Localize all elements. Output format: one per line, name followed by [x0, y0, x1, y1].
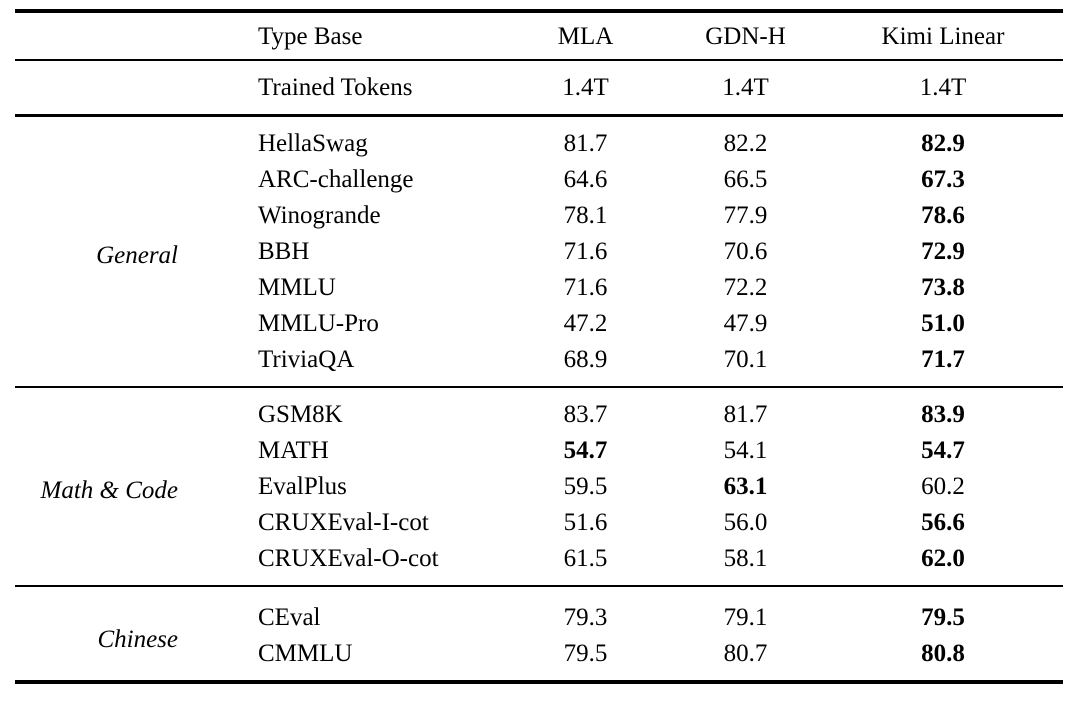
column-header-mla: MLA: [557, 22, 614, 50]
metric-value: 63.1: [723, 472, 768, 500]
table-row: General HellaSwag 81.7 82.2 82.9: [15, 116, 1063, 268]
metric-value: 54.1: [723, 436, 768, 464]
benchmark-name: MMLU-Pro: [258, 309, 379, 337]
table-row: BBH 71.6 70.6 72.9: [15, 233, 1063, 269]
table-row: MATH 54.7 54.1 54.7: [15, 432, 1063, 468]
metric-value: 80.7: [723, 639, 768, 667]
metric-value: 82.9: [921, 129, 965, 157]
section-math-and-code: Math & Code GSM8K 83.7 81.7 83.9 MATH 54…: [15, 387, 1063, 586]
benchmark-table: Type Base MLA GDN-H Kimi Linear Trained …: [15, 9, 1063, 684]
metric-value: 1.4T: [722, 74, 769, 101]
header-row: Type Base MLA GDN-H Kimi Linear: [15, 11, 1063, 60]
metric-value: 78.6: [921, 201, 965, 229]
metric-value: 78.1: [563, 201, 608, 229]
metric-value: 47.2: [563, 309, 608, 337]
category-label-math-code: Math & Code: [40, 477, 179, 504]
benchmark-name: TriviaQA: [258, 345, 355, 373]
benchmark-name: BBH: [258, 237, 310, 265]
metric-value: 83.7: [563, 400, 608, 428]
metric-value: 70.1: [723, 345, 768, 373]
category-label-general: General: [96, 242, 178, 269]
metric-value: 81.7: [723, 400, 768, 428]
metric-value: 79.1: [723, 603, 768, 631]
section-general: General HellaSwag 81.7 82.2 82.9 ARC-cha…: [15, 116, 1063, 387]
table-row: MMLU-Pro 47.2 47.9 51.0: [15, 305, 1063, 341]
metric-value: 68.9: [563, 345, 608, 373]
table-row: MMLU 71.6 72.2 73.8: [15, 269, 1063, 305]
table-row: CMMLU 79.5 80.7 80.8: [15, 635, 1063, 682]
metric-value: 56.6: [921, 508, 965, 536]
benchmark-name: ARC-challenge: [258, 165, 414, 193]
metric-value: 80.8: [921, 639, 965, 667]
metric-value: 61.5: [563, 544, 608, 572]
metric-value: 54.7: [563, 436, 608, 464]
metric-value: 47.9: [723, 309, 768, 337]
metric-value: 72.9: [921, 237, 965, 265]
column-header-kimi-linear: Kimi Linear: [881, 22, 1005, 50]
metric-value: 1.4T: [919, 74, 967, 101]
table-row: EvalPlus 59.5 63.1 60.2: [15, 468, 1063, 504]
table-row: ARC-challenge 64.6 66.5 67.3: [15, 161, 1063, 197]
metric-value: 81.7: [563, 129, 608, 157]
benchmark-name: CRUXEval-I-cot: [258, 508, 429, 536]
table-row: TriviaQA 68.9 70.1 71.7: [15, 341, 1063, 387]
benchmark-name: Winogrande: [258, 201, 381, 229]
metric-value: 73.8: [921, 273, 965, 301]
metric-value: 83.9: [921, 400, 965, 428]
metric-value: 66.5: [723, 165, 768, 193]
metric-value: 56.0: [723, 508, 768, 536]
metric-value: 51.0: [921, 309, 965, 337]
metric-value: 67.3: [921, 165, 965, 193]
metric-value: 58.1: [723, 544, 768, 572]
metric-value: 79.5: [921, 603, 965, 631]
table-row: Math & Code GSM8K 83.7 81.7 83.9: [15, 387, 1063, 504]
metric-value: 62.0: [921, 544, 965, 572]
table-row: CRUXEval-O-cot 61.5 58.1 62.0: [15, 540, 1063, 586]
benchmark-name: HellaSwag: [258, 129, 368, 157]
metric-value: 77.9: [723, 201, 768, 229]
metric-value: 79.3: [563, 603, 608, 631]
metric-value: 64.6: [563, 165, 608, 193]
metric-value: 82.2: [723, 129, 768, 157]
empty-cell: [15, 60, 258, 116]
category-label-chinese: Chinese: [97, 626, 178, 653]
benchmark-name: CEval: [258, 603, 321, 631]
benchmark-name: GSM8K: [258, 400, 343, 428]
benchmark-name: EvalPlus: [258, 472, 347, 500]
metric-value: 1.4T: [562, 74, 609, 101]
benchmark-name: MATH: [258, 436, 329, 464]
metric-value: 72.2: [723, 273, 768, 301]
metric-value: 71.6: [563, 237, 608, 265]
metric-value: 79.5: [563, 639, 608, 667]
table-header: Type Base MLA GDN-H Kimi Linear: [15, 11, 1063, 60]
table-row: Trained Tokens 1.4T 1.4T 1.4T: [15, 60, 1063, 116]
section-chinese: Chinese CEval 79.3 79.1 79.5 CMMLU 79.5 …: [15, 586, 1063, 682]
metric-value: 70.6: [723, 237, 768, 265]
benchmark-name: CMMLU: [258, 639, 353, 667]
metric-value: 71.7: [921, 345, 965, 373]
metric-value: 60.2: [921, 472, 965, 500]
metric-value: 51.6: [563, 508, 608, 536]
empty-corner-cell: [15, 11, 258, 60]
table-row: Winogrande 78.1 77.9 78.6: [15, 197, 1063, 233]
table-row: CRUXEval-I-cot 51.6 56.0 56.6: [15, 504, 1063, 540]
trained-tokens-section: Trained Tokens 1.4T 1.4T 1.4T: [15, 60, 1063, 116]
benchmark-name: MMLU: [258, 273, 336, 301]
benchmark-name: CRUXEval-O-cot: [258, 544, 439, 572]
row-label-trained-tokens: Trained Tokens: [258, 74, 413, 101]
metric-value: 54.7: [921, 436, 965, 464]
column-header-gdn-h: GDN-H: [705, 22, 786, 50]
column-header-type-base: Type Base: [258, 22, 363, 50]
metric-value: 71.6: [563, 273, 608, 301]
metric-value: 59.5: [563, 472, 608, 500]
table-row: Chinese CEval 79.3 79.1 79.5: [15, 586, 1063, 653]
